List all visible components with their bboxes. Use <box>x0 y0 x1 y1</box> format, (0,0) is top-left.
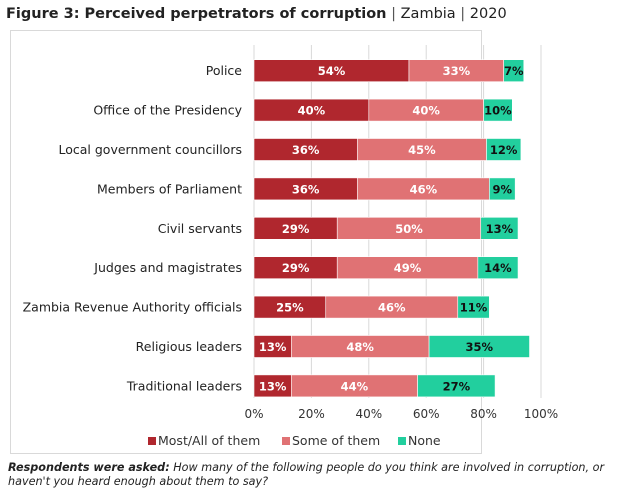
bar-segment <box>457 295 490 319</box>
bar-value-label: 29% <box>282 261 310 275</box>
legend-swatch <box>282 437 290 445</box>
bar-value-label: 13% <box>259 340 287 354</box>
footnote-text: How many of the following people do you … <box>8 461 605 488</box>
category-label: Judges and magistrates <box>93 260 242 275</box>
bar-value-label: 45% <box>408 143 436 157</box>
bar-value-label: 40% <box>412 104 440 118</box>
x-tick-label: 20% <box>298 407 325 421</box>
legend-swatch <box>148 437 156 445</box>
category-label: Traditional leaders <box>126 378 242 393</box>
bar-value-label: 9% <box>492 182 512 196</box>
bar-value-label: 14% <box>484 261 512 275</box>
bar-value-label: 44% <box>341 379 369 393</box>
bar-value-label: 36% <box>292 182 320 196</box>
x-tick-label: 40% <box>355 407 382 421</box>
x-tick-labels: 0% 20% 40% 60% 80% 100% <box>244 407 558 421</box>
footnote-lead: Respondents were asked: <box>8 461 170 474</box>
bar-value-label: 29% <box>282 222 310 236</box>
bar-segment <box>486 138 522 161</box>
bar-value-label: 11% <box>460 301 488 315</box>
title-separator: | <box>460 6 470 22</box>
category-label: Police <box>206 63 243 78</box>
category-label: Religious leaders <box>136 339 242 354</box>
bar-segment <box>483 98 513 122</box>
title-separator: | <box>391 6 401 22</box>
x-tick-label: 80% <box>470 407 497 421</box>
bar-segment <box>477 256 519 280</box>
chart-frame <box>10 30 482 454</box>
legend: Most/All of them Some of them None <box>148 433 441 448</box>
legend-label: Most/All of them <box>158 433 260 448</box>
bar-value-label: 13% <box>486 222 514 236</box>
bar-value-label: 33% <box>443 64 471 78</box>
bar-value-label: 40% <box>298 104 326 118</box>
bar-value-label: 46% <box>410 182 438 196</box>
bar-value-label: 12% <box>490 143 518 157</box>
chart-title-country: Zambia <box>400 6 456 22</box>
bar-value-label: 36% <box>292 143 320 157</box>
chart: 54% 33% 7% 40% 40% 10% 36% 45% 12% 36% 46% 9% 29% 50%… <box>23 45 558 448</box>
bar-value-label: 27% <box>443 379 471 393</box>
bar-value-label: 54% <box>318 64 346 78</box>
bar-segment <box>503 59 525 83</box>
legend-label: None <box>408 433 441 448</box>
category-label: Office of the Presidency <box>93 103 242 118</box>
bar-segment <box>489 177 516 201</box>
chart-title-year: 2020 <box>469 6 507 22</box>
bar-value-label: 25% <box>276 301 304 315</box>
bar-value-label: 46% <box>378 301 406 315</box>
category-label: Civil servants <box>158 221 242 236</box>
bar-value-label: 50% <box>395 222 423 236</box>
x-tick-label: 100% <box>524 407 558 421</box>
legend-swatch <box>398 437 406 445</box>
chart-title-main: Figure 3: Perceived perpetrators of corr… <box>6 6 387 22</box>
category-label: Local government councillors <box>58 142 242 157</box>
bar-value-label: 13% <box>259 379 287 393</box>
bar-value-label: 35% <box>466 340 494 354</box>
bar-value-label: 7% <box>504 64 524 78</box>
bar-value-label: 48% <box>346 340 374 354</box>
legend-label: Some of them <box>292 433 380 448</box>
bar-value-label: 49% <box>394 261 422 275</box>
bars: 54% 33% 7% 40% 40% 10% 36% 45% 12% 36% 46% 9% 29% 50%… <box>253 59 530 398</box>
category-label: Members of Parliament <box>97 181 242 196</box>
x-tick-label: 0% <box>244 407 263 421</box>
footnote: Respondents were asked: How many of the … <box>8 461 618 489</box>
category-labels: Police Office of the Presidency Local gove… <box>23 63 243 393</box>
category-label: Zambia Revenue Authority officials <box>23 300 242 315</box>
x-tick-label: 60% <box>413 407 440 421</box>
bar-segment <box>417 374 496 398</box>
chart-title: Figure 3: Perceived perpetrators of corr… <box>6 6 507 22</box>
bar-value-label: 10% <box>484 104 512 118</box>
bar-segment <box>480 217 519 240</box>
bar-segment <box>428 335 530 358</box>
